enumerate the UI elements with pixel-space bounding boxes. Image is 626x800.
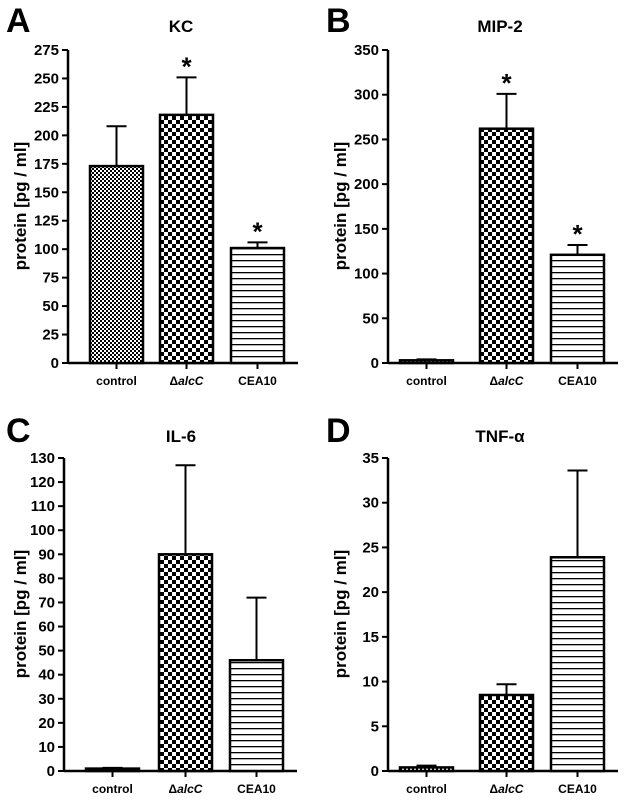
- x-tick-label: control: [406, 782, 447, 796]
- y-axis-label: protein [pg / ml]: [11, 550, 30, 678]
- chart-title: KC: [169, 17, 194, 36]
- y-tick-label: 250: [34, 70, 59, 87]
- y-tick-label: 150: [354, 221, 379, 238]
- y-tick-label: 15: [362, 629, 379, 646]
- panel-letter: D: [326, 412, 351, 450]
- y-tick-label: 200: [34, 127, 59, 144]
- x-tick-label: control: [406, 374, 447, 388]
- y-tick-label: 0: [371, 355, 379, 372]
- y-axis-label: protein [pg / ml]: [331, 550, 350, 678]
- chart-panel-b: B MIP-2 protein [pg / ml] 0 50 100 150 200 250 30…: [326, 2, 618, 388]
- y-tick-label: 20: [38, 715, 55, 732]
- y-tick-label: 10: [38, 739, 55, 756]
- chart-panel-c: C IL-6 protein [pg / ml] 0 10 20 30 40 50 60 70 80 9…: [6, 412, 297, 796]
- y-tick-label: 40: [38, 667, 55, 684]
- y-tick-label: 80: [38, 570, 55, 587]
- x-tick-label: CEA10: [237, 782, 276, 796]
- y-tick-label: 110: [31, 498, 55, 515]
- significance-star: *: [501, 68, 512, 98]
- bar-cea10: [228, 658, 285, 773]
- bar-alcc: [478, 127, 535, 365]
- chart-title: TNF-α: [475, 427, 525, 446]
- y-tick-label: 300: [354, 87, 379, 104]
- bar-alcc: [478, 693, 535, 773]
- y-tick-label: 0: [47, 763, 55, 780]
- y-tick-label: 200: [354, 176, 379, 193]
- panel-letter: A: [6, 2, 31, 40]
- x-tick-label: ΔalcC: [169, 782, 203, 796]
- y-axis-label: protein [pg / ml]: [331, 142, 350, 270]
- y-tick-label: 90: [38, 546, 55, 563]
- y-tick-label: 125: [34, 213, 59, 230]
- significance-star: *: [572, 219, 583, 249]
- x-tick-label: ΔalcC: [170, 374, 204, 388]
- chart-panel-d: D TNF-α protein [pg / ml] 0 5 10 15 20 25 30 35 con…: [326, 412, 618, 796]
- y-tick-label: 70: [38, 594, 55, 611]
- y-tick-label: 30: [362, 495, 379, 512]
- y-tick-label: 25: [362, 539, 379, 556]
- y-tick-label: 60: [38, 619, 55, 636]
- y-tick-label: 30: [38, 691, 55, 708]
- y-tick-label: 0: [371, 763, 379, 780]
- bar-cea10: [549, 253, 606, 365]
- bar-control: [398, 359, 455, 365]
- bar-cea10: [229, 246, 286, 365]
- y-tick-label: 100: [354, 266, 379, 283]
- x-tick-label: CEA10: [558, 374, 597, 388]
- x-tick-label: CEA10: [558, 782, 597, 796]
- x-tick-label: CEA10: [238, 374, 277, 388]
- y-tick-label: 175: [34, 156, 59, 173]
- panel-letter: C: [6, 412, 31, 450]
- y-tick-label: 250: [354, 131, 379, 148]
- significance-star: *: [181, 51, 192, 81]
- bar-control: [398, 766, 455, 773]
- bar-cea10: [549, 556, 606, 773]
- y-tick-label: 275: [34, 42, 59, 59]
- y-tick-label: 100: [30, 522, 55, 539]
- bar-alcc: [157, 553, 214, 773]
- x-tick-label: ΔalcC: [490, 782, 524, 796]
- y-tick-label: 25: [42, 327, 59, 344]
- chart-title: MIP-2: [477, 17, 522, 36]
- bar-control: [84, 767, 141, 773]
- chart-panel-a: A KC protein [pg / ml] 0 25 50 75 100 125 150 175 2…: [6, 2, 298, 388]
- bar-alcc: [158, 113, 215, 365]
- y-tick-label: 20: [362, 584, 379, 601]
- significance-star: *: [252, 216, 263, 246]
- y-axis-label: protein [pg / ml]: [11, 142, 30, 270]
- y-tick-label: 150: [34, 184, 59, 201]
- bar-control: [88, 164, 145, 365]
- y-tick-label: 130: [30, 450, 55, 467]
- y-tick-label: 50: [38, 643, 55, 660]
- y-tick-label: 50: [362, 310, 379, 327]
- y-tick-label: 50: [42, 298, 59, 315]
- y-tick-label: 5: [371, 718, 379, 735]
- y-tick-label: 120: [30, 474, 55, 491]
- y-tick-label: 100: [34, 241, 59, 258]
- x-tick-label: control: [92, 782, 133, 796]
- x-tick-label: control: [96, 374, 137, 388]
- chart-title: IL-6: [166, 427, 196, 446]
- y-tick-label: 75: [42, 270, 59, 287]
- x-tick-label: ΔalcC: [490, 374, 524, 388]
- y-tick-label: 350: [354, 42, 379, 59]
- y-tick-label: 35: [362, 450, 379, 467]
- panel-letter: B: [326, 2, 351, 40]
- y-tick-label: 0: [51, 355, 59, 372]
- y-tick-label: 225: [34, 99, 59, 116]
- y-tick-label: 10: [362, 674, 379, 691]
